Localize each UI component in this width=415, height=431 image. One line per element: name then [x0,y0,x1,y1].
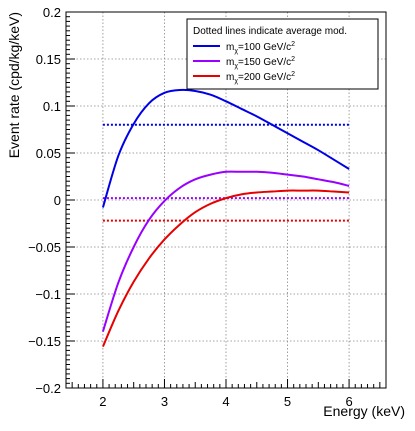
y-tick-label: −0.1 [35,287,61,302]
y-tick-label: −0.15 [28,334,61,349]
y-tick-label: −0.05 [28,240,61,255]
legend-header: Dotted lines indicate average mod. [193,26,347,37]
legend-label-1: mχ=100 GeV/c2 [226,41,295,55]
x-tick-label: 4 [222,394,229,409]
x-tick-label: 2 [99,394,106,409]
y-tick-label: 0.05 [36,146,61,161]
legend-box [186,18,379,90]
series-line-3 [102,189,350,348]
y-axis-label: Event rate (cpd/kg/keV) [6,12,22,158]
series-line-1 [101,88,350,208]
x-axis-label: Energy (keV) [323,403,405,419]
legend: Dotted lines indicate average mod. mχ=10… [186,18,379,90]
series-line-2 [101,170,350,332]
legend-label-2: mχ=150 GeV/c2 [226,56,295,70]
y-tick-label: −0.2 [35,381,61,396]
x-tick-labels: 2 3 4 5 6 [99,394,352,409]
axis-ticks [66,11,381,389]
y-tick-label: 0.15 [36,52,61,67]
y-tick-label: 0.2 [43,5,61,20]
x-tick-label: 3 [161,394,168,409]
y-tick-labels: −0.2 −0.15 −0.1 −0.05 0 0.05 0.1 0.15 0.2 [28,5,61,396]
y-tick-label: 0.1 [43,99,61,114]
series-lines [101,88,350,348]
legend-label-3: mχ=200 GeV/c2 [226,71,295,85]
x-tick-label: 6 [345,394,352,409]
y-tick-label: 0 [54,193,61,208]
average-lines [102,123,350,222]
x-tick-label: 5 [284,394,291,409]
